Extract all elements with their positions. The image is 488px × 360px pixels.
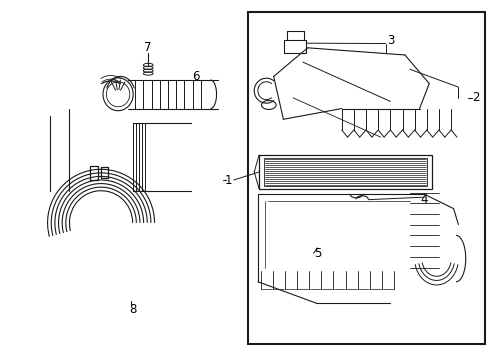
Text: 1: 1	[224, 174, 232, 186]
Bar	[264, 158, 426, 186]
Text: 6: 6	[192, 70, 199, 83]
Text: 4: 4	[420, 193, 427, 206]
Bar	[284, 40, 305, 53]
Bar	[259, 155, 431, 189]
Text: 2: 2	[471, 91, 478, 104]
Text: 5: 5	[313, 247, 321, 260]
Text: 3: 3	[386, 34, 393, 47]
Bar	[101, 167, 108, 178]
Text: 8: 8	[129, 303, 136, 316]
Bar	[248, 12, 484, 344]
Bar	[90, 166, 98, 180]
Text: 7: 7	[143, 41, 151, 54]
